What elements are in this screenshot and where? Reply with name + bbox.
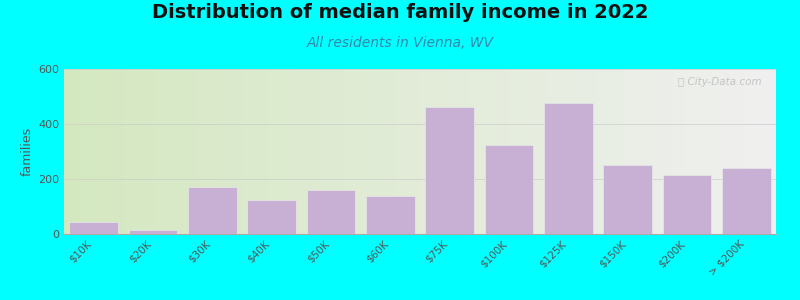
Bar: [366, 196, 414, 234]
Bar: [662, 175, 711, 234]
Bar: [722, 168, 770, 234]
Bar: [485, 145, 534, 234]
Text: ⓘ City-Data.com: ⓘ City-Data.com: [678, 77, 762, 87]
Bar: [247, 200, 296, 234]
Bar: [129, 230, 178, 234]
Bar: [70, 222, 118, 234]
Bar: [603, 165, 652, 234]
Text: Distribution of median family income in 2022: Distribution of median family income in …: [152, 3, 648, 22]
Bar: [306, 190, 355, 234]
Bar: [426, 107, 474, 234]
Bar: [544, 103, 593, 234]
Bar: [188, 187, 237, 234]
Y-axis label: families: families: [21, 127, 34, 176]
Text: All residents in Vienna, WV: All residents in Vienna, WV: [306, 36, 494, 50]
